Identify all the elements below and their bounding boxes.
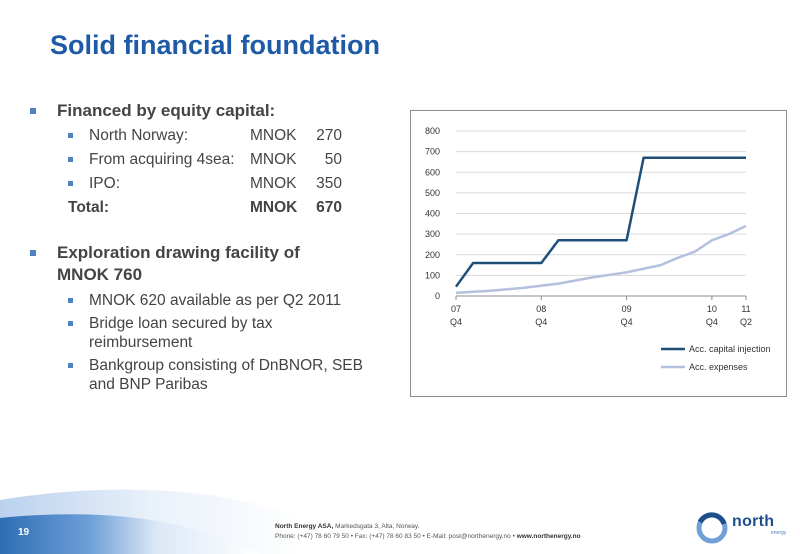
y-tick-label: 400 — [425, 209, 440, 219]
footer-contact-line: Phone: (+47) 78 60 79 50 • Fax: (+47) 78… — [275, 533, 515, 540]
x-tick-label-quarter: Q2 — [740, 317, 752, 327]
square-bullet-icon — [68, 321, 73, 326]
y-tick-label: 500 — [425, 188, 440, 198]
equity-heading-text: Financed by equity capital: — [57, 101, 276, 120]
equity-item-unit: MNOK — [250, 127, 297, 144]
facility-heading-line2: MNOK 760 — [57, 265, 143, 284]
total-value: 670 — [316, 199, 342, 216]
x-tick-label-quarter: Q4 — [621, 317, 633, 327]
y-tick-label: 300 — [425, 229, 440, 239]
chart-container: 0 100 200 300 400 500 600 700 800 07 Q4 08 Q4 09 Q4 10 Q… — [410, 110, 787, 397]
square-bullet-icon — [68, 298, 73, 303]
total-label: Total: — [68, 199, 110, 216]
x-tick-label-year: 11 — [741, 304, 750, 314]
logo-wordmark: north — [732, 513, 775, 530]
footer-address: Markedsgata 3, Alta, Norway. — [335, 523, 420, 530]
equity-item-value: 270 — [316, 127, 342, 144]
page-title: Solid financial foundation — [50, 30, 380, 60]
equity-item-label: North Norway: — [89, 127, 189, 144]
square-bullet-icon — [30, 108, 36, 114]
equity-item-value: 350 — [316, 175, 342, 192]
total-unit: MNOK — [250, 199, 298, 216]
logo-subtext: energy — [771, 530, 787, 536]
series-line-2 — [455, 224, 747, 295]
equity-item-label: From acquiring 4sea: — [89, 151, 235, 168]
line-chart: 0 100 200 300 400 500 600 700 800 07 Q4 08 Q4 09 Q4 10 Q… — [425, 126, 771, 372]
square-bullet-icon — [68, 181, 73, 186]
facility-item-text: Bankgroup consisting of DnBNOR, SEB — [89, 357, 363, 374]
y-tick-label: 0 — [435, 291, 440, 301]
facility-heading-line1: Exploration drawing facility of — [57, 243, 300, 262]
footer-contact: North Energy ASA, Markedsgata 3, Alta, N… — [275, 522, 581, 542]
x-tick-label-quarter: Q4 — [450, 317, 462, 327]
x-tick-label-quarter: Q4 — [706, 317, 718, 327]
equity-item-value: 50 — [324, 151, 342, 168]
x-tick-label-year: 08 — [536, 304, 546, 314]
x-tick-label-year: 09 — [622, 304, 632, 314]
page-number: 19 — [18, 527, 30, 538]
legend-label: Acc. expenses — [689, 362, 748, 372]
y-tick-label: 100 — [425, 270, 440, 280]
series-line-1 — [454, 156, 746, 288]
y-tick-label: 700 — [425, 147, 440, 157]
square-bullet-icon — [68, 363, 73, 368]
x-tick-label-year: 10 — [707, 304, 717, 314]
footer-website: www.northenergy.no — [516, 533, 581, 540]
y-tick-label: 200 — [425, 250, 440, 260]
equity-item-label: IPO: — [89, 175, 121, 192]
square-bullet-icon — [68, 157, 73, 162]
y-tick-label: 600 — [425, 167, 440, 177]
x-tick-label-quarter: Q4 — [535, 317, 547, 327]
north-energy-logo-icon — [696, 512, 728, 544]
equity-total: Total: MNOK 670 — [68, 197, 342, 219]
footer-company: North Energy ASA, — [275, 523, 334, 530]
facility-item-text: MNOK 620 available as per Q2 2011 — [89, 292, 342, 309]
legend-label: Acc. capital injection — [689, 344, 771, 354]
facility-item-text-cont: and BNP Paribas — [89, 376, 208, 393]
square-bullet-icon — [68, 133, 73, 138]
facility-item-text: Bridge loan secured by tax — [89, 315, 273, 332]
x-tick-label-year: 07 — [451, 304, 461, 314]
equity-item-unit: MNOK — [250, 151, 297, 168]
y-tick-label: 800 — [425, 126, 440, 136]
equity-item-unit: MNOK — [250, 175, 297, 192]
square-bullet-icon — [30, 250, 36, 256]
footer-swoosh-graphic — [0, 489, 300, 554]
facility-item-text-cont: reimbursement — [89, 334, 193, 351]
